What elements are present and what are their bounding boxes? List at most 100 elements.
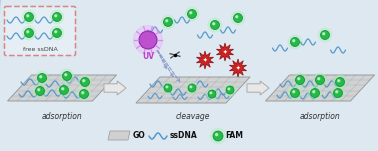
Circle shape <box>33 84 47 98</box>
Circle shape <box>50 26 64 40</box>
Circle shape <box>139 31 157 49</box>
Circle shape <box>208 90 216 98</box>
Circle shape <box>211 21 220 29</box>
Circle shape <box>161 15 175 29</box>
Circle shape <box>333 88 342 98</box>
Circle shape <box>78 75 92 89</box>
Circle shape <box>215 133 218 136</box>
Circle shape <box>291 88 299 98</box>
Circle shape <box>288 35 302 49</box>
Circle shape <box>53 29 62 37</box>
Circle shape <box>331 86 345 100</box>
Text: UV: UV <box>142 52 154 61</box>
Circle shape <box>313 91 315 93</box>
Circle shape <box>210 92 212 94</box>
Text: free ssDNA: free ssDNA <box>23 47 57 52</box>
Circle shape <box>310 88 319 98</box>
Circle shape <box>291 37 299 47</box>
Circle shape <box>185 7 199 21</box>
Circle shape <box>36 87 45 95</box>
Circle shape <box>308 86 322 100</box>
Circle shape <box>27 15 29 17</box>
Text: ✦: ✦ <box>223 50 227 55</box>
Circle shape <box>213 23 215 25</box>
Circle shape <box>62 88 64 90</box>
Circle shape <box>27 31 29 33</box>
Text: adsorption: adsorption <box>42 112 82 121</box>
Circle shape <box>162 82 174 94</box>
Circle shape <box>164 84 172 92</box>
Polygon shape <box>265 75 375 101</box>
Circle shape <box>206 88 218 100</box>
Circle shape <box>35 71 49 85</box>
Circle shape <box>338 80 340 82</box>
Circle shape <box>22 10 36 24</box>
Text: GO: GO <box>133 132 146 140</box>
Circle shape <box>25 13 34 21</box>
Circle shape <box>60 69 74 83</box>
Circle shape <box>318 78 320 80</box>
Circle shape <box>234 13 243 22</box>
Polygon shape <box>108 131 130 140</box>
Circle shape <box>59 85 68 95</box>
Circle shape <box>79 90 88 98</box>
Circle shape <box>298 78 300 80</box>
Text: ssDNA: ssDNA <box>170 132 198 140</box>
Polygon shape <box>136 77 250 103</box>
Circle shape <box>166 86 168 88</box>
Circle shape <box>211 129 226 143</box>
Circle shape <box>323 33 325 35</box>
Circle shape <box>55 31 57 33</box>
Polygon shape <box>104 81 126 95</box>
Circle shape <box>186 82 198 94</box>
Circle shape <box>293 40 295 42</box>
Circle shape <box>77 87 91 101</box>
Polygon shape <box>247 81 269 95</box>
Circle shape <box>296 76 305 85</box>
Circle shape <box>25 29 34 37</box>
Polygon shape <box>8 75 116 101</box>
Text: adsorption: adsorption <box>300 112 340 121</box>
Text: ✦: ✦ <box>203 58 207 63</box>
Circle shape <box>187 10 197 19</box>
Circle shape <box>22 26 36 40</box>
Circle shape <box>293 73 307 87</box>
Circle shape <box>213 131 223 141</box>
Circle shape <box>65 74 67 76</box>
Circle shape <box>133 26 163 54</box>
Circle shape <box>50 10 64 24</box>
Circle shape <box>164 18 172 26</box>
Circle shape <box>83 80 85 82</box>
Circle shape <box>166 20 168 22</box>
Text: FAM: FAM <box>225 132 243 140</box>
Circle shape <box>81 77 90 87</box>
Circle shape <box>82 92 84 94</box>
Circle shape <box>40 76 42 78</box>
Circle shape <box>321 31 330 40</box>
Circle shape <box>313 73 327 87</box>
Polygon shape <box>229 59 246 77</box>
Circle shape <box>57 83 71 97</box>
Circle shape <box>224 84 236 96</box>
Circle shape <box>53 13 62 21</box>
Circle shape <box>38 89 40 91</box>
Circle shape <box>62 72 71 80</box>
Circle shape <box>190 86 192 88</box>
Circle shape <box>190 12 192 14</box>
Circle shape <box>208 18 222 32</box>
Circle shape <box>316 76 324 85</box>
Circle shape <box>188 84 196 92</box>
Text: cleavage: cleavage <box>176 112 210 121</box>
Circle shape <box>226 86 234 94</box>
Circle shape <box>37 74 46 82</box>
Circle shape <box>236 16 238 18</box>
Circle shape <box>333 75 347 89</box>
Circle shape <box>336 91 338 93</box>
Circle shape <box>231 11 245 25</box>
Circle shape <box>293 91 295 93</box>
Text: ✦: ✦ <box>236 66 240 71</box>
FancyBboxPatch shape <box>5 6 76 56</box>
Circle shape <box>288 86 302 100</box>
Circle shape <box>55 15 57 17</box>
Circle shape <box>318 28 332 42</box>
